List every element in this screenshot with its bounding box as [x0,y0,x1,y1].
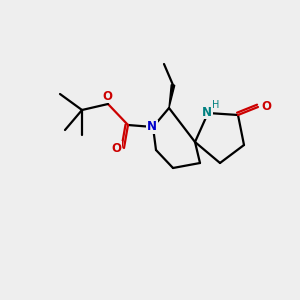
Text: N: N [147,121,157,134]
Text: N: N [202,106,212,118]
Polygon shape [169,85,175,108]
Text: O: O [261,100,271,113]
Text: H: H [212,100,220,110]
Text: O: O [111,142,121,154]
Text: O: O [102,89,112,103]
